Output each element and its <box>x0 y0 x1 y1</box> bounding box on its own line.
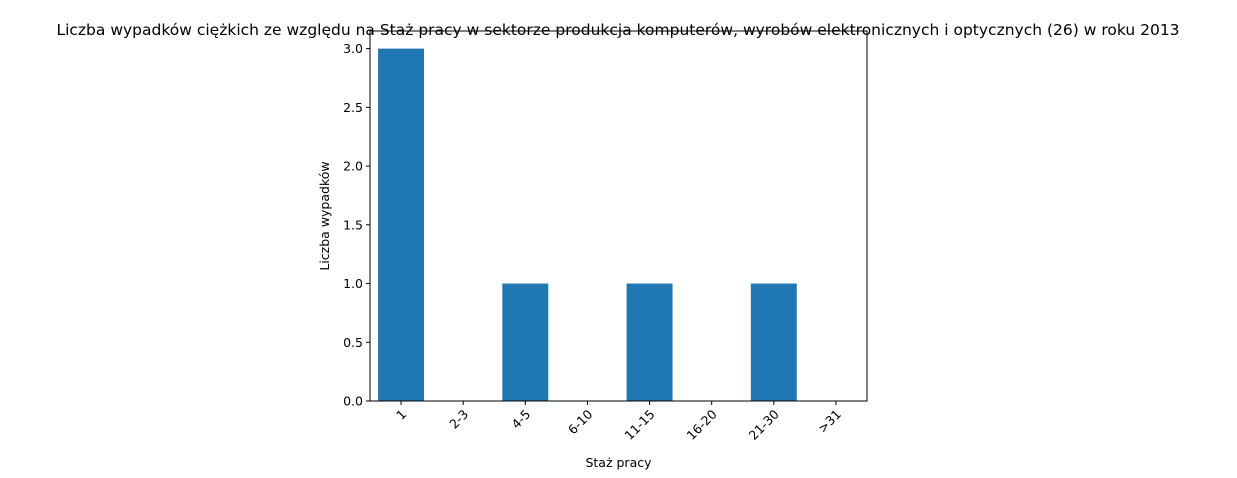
plot-area-frame <box>369 30 868 402</box>
x-axis: 1 2-3 4-5 6-10 11-15 16-20 21-30 >31 <box>393 401 844 443</box>
bar-21-30 <box>750 283 797 401</box>
x-tick-label: 11-15 <box>621 407 657 443</box>
bars-group <box>378 48 797 401</box>
y-tick-label: 2.5 <box>343 100 363 115</box>
x-tick-label: 16-20 <box>684 406 720 442</box>
y-tick-label: 0.5 <box>343 335 363 350</box>
bar-11-15 <box>626 283 673 401</box>
x-tick-label: 6-10 <box>565 406 596 437</box>
x-tick-label: 2-3 <box>446 407 471 432</box>
x-tick-label: 21-30 <box>746 406 782 442</box>
y-tick-label: 1.0 <box>343 276 363 291</box>
bar-4-5 <box>502 283 549 401</box>
y-tick-label: 0.0 <box>343 394 363 409</box>
x-tick-label: 1 <box>393 407 409 423</box>
x-tick-label: >31 <box>815 407 844 436</box>
y-axis: 0.0 0.5 1.0 1.5 2.0 2.5 3.0 <box>343 41 370 409</box>
y-tick-label: 1.5 <box>343 217 363 232</box>
x-axis-label: Staż pracy <box>585 455 652 470</box>
y-tick-label: 2.0 <box>343 159 363 174</box>
y-tick-label: 3.0 <box>343 41 363 56</box>
bar-1 <box>378 48 425 401</box>
x-tick-label: 4-5 <box>508 407 533 432</box>
y-axis-label: Liczba wypadków <box>317 161 332 270</box>
chart-title: Liczba wypadków ciężkich ze względu na S… <box>56 21 1179 39</box>
